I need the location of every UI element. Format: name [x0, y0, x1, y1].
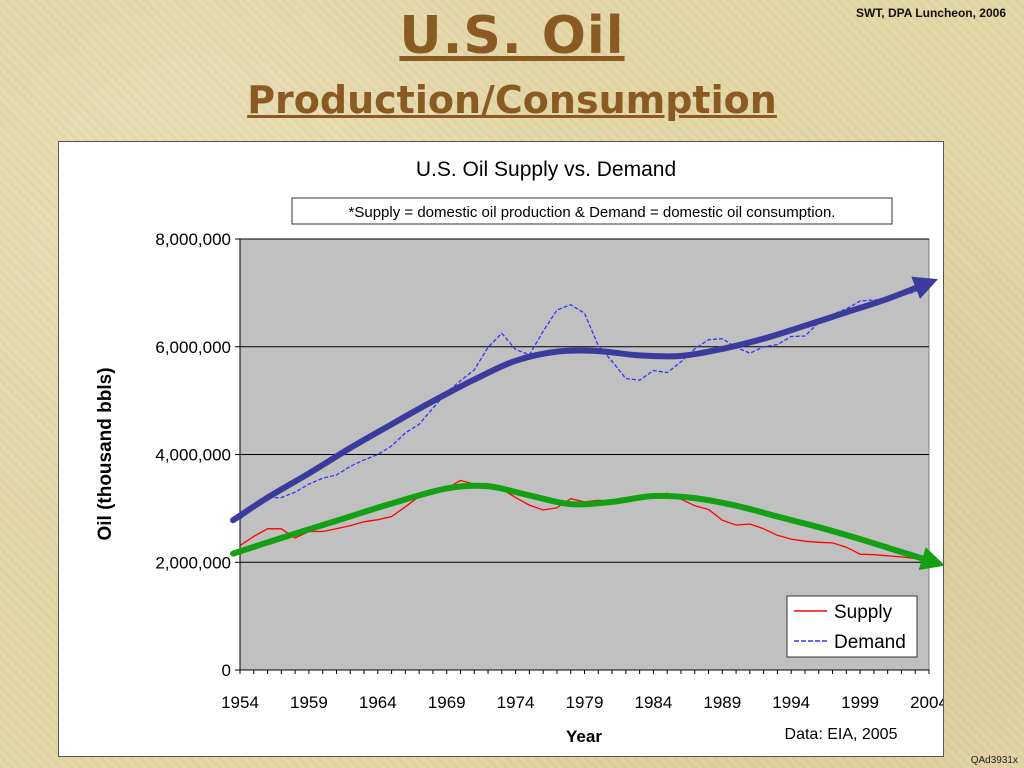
annotation-box [291, 197, 893, 225]
slide-code: QAd3931x [970, 755, 1018, 766]
chart-panel: U.S. Oil Supply vs. Demand *Supply = dom… [58, 141, 948, 757]
slide-subtitle: Production/Consumption [247, 78, 777, 122]
x-tick-label: 2004 [910, 693, 943, 712]
slide-title: U.S. Oil [399, 6, 625, 66]
legend-label-supply: Supply [834, 602, 893, 623]
x-tick-label: 1994 [772, 693, 810, 712]
x-tick-label: 1989 [703, 693, 741, 712]
x-tick-label: 1954 [221, 693, 259, 712]
y-tick-label: 8,000,000 [155, 230, 231, 249]
y-axis: 0 2,000,000 4,000,000 6,000,000 8,000,000 [155, 230, 241, 680]
y-tick-label: 0 [222, 661, 231, 680]
x-tick-label: 1979 [566, 693, 604, 712]
legend-label-demand: Demand [834, 632, 906, 653]
legend: Supply Demand [786, 595, 918, 658]
x-axis: 1954 1959 1964 1969 1974 1979 1984 1989 1994 1999… [221, 669, 948, 712]
trend-arrow-demand [230, 276, 938, 524]
series-line-demand [239, 279, 930, 520]
gridlines [240, 238, 929, 563]
y-axis-label: Oil (thousand bbls) [95, 367, 116, 540]
source-note: Data: EIA, 2005 [785, 726, 898, 743]
x-tick-label: 1959 [290, 693, 328, 712]
y-tick-label: 2,000,000 [155, 553, 231, 572]
x-tick-label: 1974 [497, 693, 535, 712]
trend-layer [230, 276, 946, 570]
legend-box [786, 595, 918, 658]
chart-annotation: *Supply = domestic oil production & Dema… [349, 204, 836, 221]
x-axis-label: Year [566, 727, 602, 746]
x-tick-label: 1984 [634, 693, 672, 712]
x-tick-label: 1964 [359, 693, 397, 712]
y-tick-label: 4,000,000 [155, 446, 231, 465]
chart-title: U.S. Oil Supply vs. Demand [416, 158, 676, 181]
x-tick-label: 1999 [841, 693, 879, 712]
chart-svg: U.S. Oil Supply vs. Demand *Supply = dom… [95, 158, 948, 746]
x-tick-label: 1969 [428, 693, 466, 712]
y-tick-label: 6,000,000 [155, 338, 231, 357]
trend-arrow-supply [230, 482, 946, 570]
credit-text: SWT, DPA Luncheon, 2006 [855, 6, 1006, 20]
